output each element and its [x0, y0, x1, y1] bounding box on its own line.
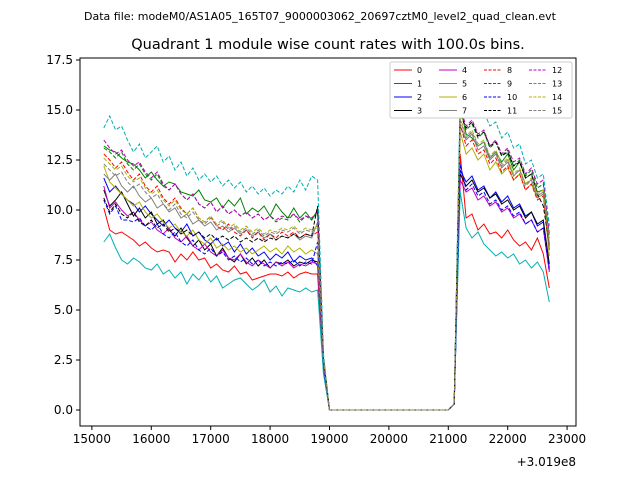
series-line-15 — [103, 119, 550, 411]
legend-label: 11 — [507, 107, 517, 116]
series-line-5 — [103, 191, 550, 411]
x-tick-label: 18000 — [251, 432, 289, 446]
series-line-10 — [103, 163, 550, 411]
y-tick-label: 17.5 — [46, 53, 73, 67]
x-tick-label: 17000 — [192, 432, 230, 446]
x-offset-label: +3.019e8 — [517, 455, 576, 469]
series-line-13 — [103, 91, 550, 411]
legend-label: 2 — [417, 93, 422, 102]
legend-label: 10 — [507, 93, 517, 102]
legend-box — [389, 61, 573, 119]
series-line-8 — [103, 123, 550, 411]
y-tick-label: 5.0 — [54, 303, 73, 317]
y-tick-label: 2.5 — [54, 353, 73, 367]
series-line-14 — [103, 117, 550, 411]
y-tick-label: 0.0 — [54, 403, 73, 417]
series-line-12 — [103, 107, 550, 411]
legend-label: 9 — [507, 80, 512, 89]
chart-title: Quadrant 1 module wise count rates with … — [131, 37, 525, 53]
y-tick-label: 10.0 — [46, 203, 73, 217]
x-tick-label: 19000 — [310, 432, 348, 446]
legend-label: 6 — [462, 93, 467, 102]
x-tick-label: 16000 — [132, 432, 170, 446]
legend-label: 12 — [552, 66, 562, 75]
figure-suptitle: Data file: modeM0/AS1A05_165T07_90000030… — [84, 10, 557, 23]
x-tick-label: 20000 — [370, 432, 408, 446]
x-tick-label: 15000 — [73, 432, 111, 446]
legend-label: 3 — [417, 107, 422, 116]
legend-label: 0 — [417, 66, 422, 75]
plot-frame — [79, 57, 577, 427]
legend-label: 15 — [552, 107, 562, 116]
x-axis: 15000 16000 17000 18000 19000 20000 21000 22000… — [73, 426, 586, 446]
legend-label: 7 — [462, 107, 467, 116]
series-line-4 — [103, 179, 550, 411]
y-tick-label: 7.5 — [54, 253, 73, 267]
legend-label: 5 — [462, 80, 467, 89]
x-tick-label: 21000 — [429, 432, 467, 446]
x-tick-label: 23000 — [548, 432, 586, 446]
y-axis: 0.0 2.5 5.0 7.5 10.0 12.5 15.0 17.5 — [46, 53, 80, 417]
x-tick-label: 22000 — [489, 432, 527, 446]
legend-label: 14 — [552, 93, 562, 102]
legend-label: 4 — [462, 66, 467, 75]
legend-label: 13 — [552, 80, 562, 89]
plot-lines — [103, 91, 550, 411]
y-tick-label: 15.0 — [46, 103, 73, 117]
series-line-6 — [103, 131, 550, 411]
series-line-2 — [103, 169, 550, 411]
legend-label: 1 — [417, 80, 422, 89]
y-tick-label: 12.5 — [46, 153, 73, 167]
series-line-0 — [103, 153, 550, 411]
series-line-7 — [103, 125, 550, 411]
series-line-11 — [103, 113, 550, 411]
legend-label: 8 — [507, 66, 512, 75]
series-line-9 — [103, 109, 550, 411]
